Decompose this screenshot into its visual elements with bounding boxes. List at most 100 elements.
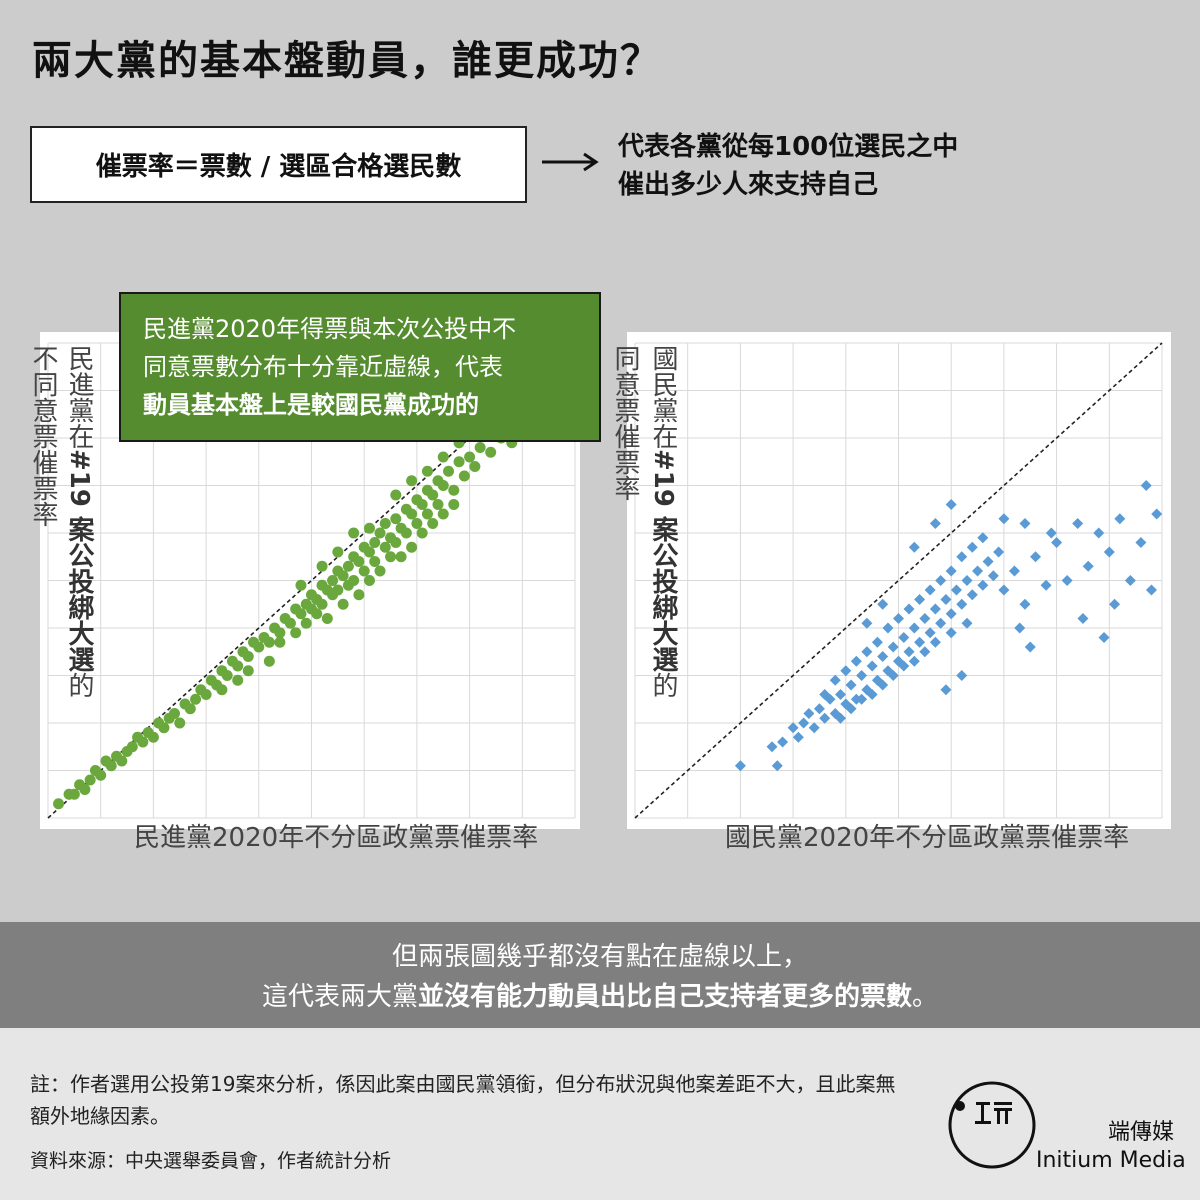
data-point [411, 518, 423, 529]
data-point [998, 584, 1010, 596]
formula-description: 代表各黨從每100位選民之中 催出多少人來支持自己 [618, 128, 958, 204]
data-point [866, 660, 878, 672]
chart2-ylabel-bold: #19 案公投綁大選 [648, 449, 678, 673]
data-point [421, 465, 433, 477]
data-point [427, 489, 439, 501]
data-point [956, 670, 968, 681]
banner-line-1: 但兩張圖幾乎都沒有點在虛線以上， [391, 942, 808, 972]
data-point [390, 489, 402, 501]
chart1-ylabel-top: 民進黨在 [64, 345, 94, 449]
data-point [158, 722, 170, 734]
data-point [798, 717, 810, 729]
initium-logo-icon [948, 1081, 1036, 1169]
banner-line-2-bold: 並沒有能力動員出比自己支持者更多的票數 [417, 982, 912, 1012]
data-point [919, 646, 931, 658]
banner-line-2-end: 。 [912, 982, 939, 1012]
data-point [877, 651, 889, 662]
data-point [295, 608, 307, 620]
data-point [406, 508, 418, 520]
data-point [940, 594, 952, 605]
data-point [147, 731, 159, 743]
data-point [961, 575, 973, 586]
chart1-ylabel-bold: #19 案公投綁大選 [64, 449, 94, 673]
data-point [274, 636, 286, 648]
chart2-xlabel: 國民黨2020年不分區政黨票催票率 [725, 823, 1130, 853]
data-point [458, 470, 470, 482]
data-point [935, 575, 947, 586]
data-point [982, 556, 994, 567]
data-point [1077, 613, 1089, 624]
data-point [290, 627, 302, 639]
data-point [390, 513, 402, 525]
data-point [734, 760, 746, 772]
data-point [966, 541, 978, 553]
data-point [84, 774, 96, 786]
callout-box: 民進黨2020年得票與本次公投中不 同意票數分布十分靠近虛線，代表 動員基本盤上… [119, 292, 601, 442]
data-point [914, 636, 926, 648]
chart2-ylabel-top: 國民黨在 [648, 345, 678, 449]
data-point [406, 541, 418, 553]
data-point [453, 456, 465, 468]
data-point [242, 665, 254, 677]
data-point [861, 617, 873, 629]
data-point [1061, 575, 1073, 586]
data-point [808, 722, 820, 734]
data-point [945, 608, 957, 620]
data-point [898, 632, 910, 643]
data-point [919, 613, 931, 624]
brand-name-zh: 端傳媒 [1108, 1120, 1175, 1145]
data-point [242, 651, 254, 662]
data-point [1140, 480, 1152, 491]
chart1-ylabel-bottom: 的 [64, 672, 94, 699]
data-point [1040, 579, 1052, 591]
data-point [432, 499, 444, 510]
banner-line-2: 這代表兩大黨並沒有能力動員出比自己支持者更多的票數。 [0, 977, 1200, 1017]
data-point [327, 575, 339, 586]
data-point [300, 617, 312, 629]
data-point [232, 674, 244, 686]
data-point [945, 627, 957, 639]
formula-box: 催票率＝票數 / 選區合格選民數 [30, 126, 527, 203]
data-point [374, 527, 386, 539]
data-point [332, 584, 344, 596]
data-point [95, 769, 107, 781]
data-point [1098, 632, 1110, 643]
formula-description-line: 催出多少人來支持自己 [618, 170, 879, 200]
formula-description-line: 代表各黨從每100位選民之中 [618, 132, 959, 162]
callout-bold-line: 動員基本盤上是較國民黨成功的 [143, 391, 479, 419]
data-point [385, 551, 397, 563]
data-point [914, 594, 926, 605]
data-point [887, 670, 899, 681]
brand-name-en: Initium Media [1036, 1148, 1186, 1173]
data-point [263, 655, 275, 667]
data-point [437, 480, 449, 491]
scatter-charts [40, 332, 1171, 829]
data-point [443, 465, 455, 477]
data-point [337, 570, 349, 582]
data-point [337, 598, 349, 610]
data-point [803, 708, 815, 719]
data-point [787, 722, 799, 734]
data-point [966, 589, 978, 601]
data-point [353, 589, 365, 601]
data-point [216, 684, 228, 696]
data-point [1051, 537, 1063, 548]
data-point [68, 788, 80, 800]
data-point [771, 760, 783, 772]
data-point [416, 527, 428, 539]
data-point [464, 451, 476, 463]
data-point [363, 546, 375, 558]
data-point [1151, 508, 1163, 520]
data-point [379, 518, 391, 529]
data-point [813, 703, 825, 715]
data-point [369, 537, 381, 548]
data-point [485, 446, 497, 458]
data-point [1109, 598, 1121, 610]
data-point [400, 527, 412, 539]
data-point [1114, 513, 1126, 525]
data-point [924, 584, 936, 596]
data-point [363, 522, 375, 534]
data-point [898, 660, 910, 672]
data-point [448, 484, 460, 496]
data-point [174, 717, 186, 729]
